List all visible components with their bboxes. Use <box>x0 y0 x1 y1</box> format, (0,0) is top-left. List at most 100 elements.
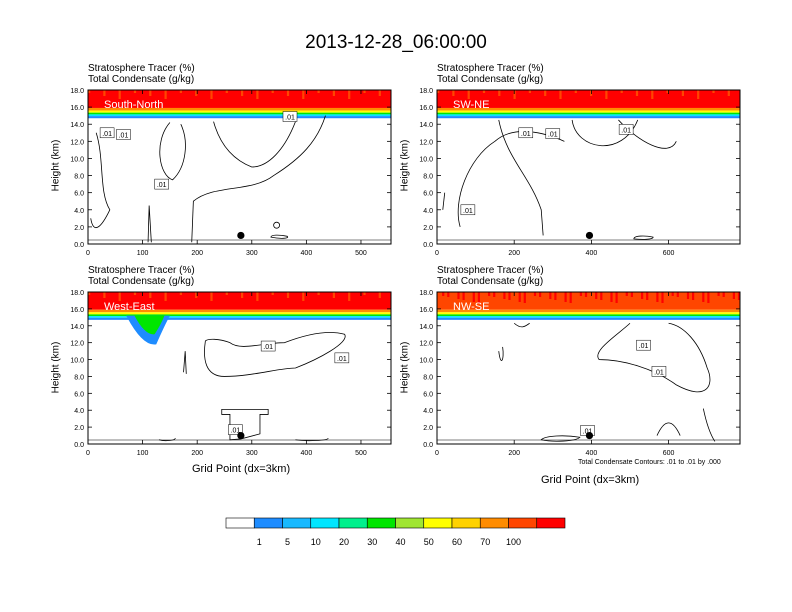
contour-line-2 <box>213 121 296 168</box>
ytick-label: 4.0 <box>423 408 433 415</box>
tracer-streak <box>164 292 167 301</box>
tracer-streak <box>184 292 188 296</box>
tracer-streak <box>544 90 547 96</box>
xtick-label: 200 <box>508 250 520 257</box>
tracer-streak <box>348 292 351 301</box>
ytick-label: 14.0 <box>419 122 433 129</box>
contour-label: .01 <box>548 132 558 139</box>
tracer-streak <box>437 90 440 93</box>
panel-2-title-condensate: Total Condensate (g/kg) <box>437 74 544 85</box>
tracer-streak <box>641 292 644 299</box>
tracer-streak <box>584 90 588 95</box>
xtick-label: 300 <box>246 450 258 457</box>
panel-3-title-condensate: Total Condensate (g/kg) <box>88 276 195 287</box>
colorbar-label: 5 <box>285 537 290 547</box>
tracer-streak <box>579 292 582 296</box>
location-marker <box>585 231 594 240</box>
tracer-streak <box>727 292 730 298</box>
colorbar-label: 70 <box>480 537 490 547</box>
ytick-label: 14.0 <box>419 324 433 331</box>
ytick-label: 12.0 <box>419 341 433 348</box>
tracer-streak <box>625 292 628 296</box>
tracer-streak <box>154 90 157 97</box>
tracer-streak <box>179 90 182 93</box>
panel-4-title-tracer: Stratosphere Tracer (%) <box>437 265 544 276</box>
tracer-streak <box>358 292 361 303</box>
ytick-label: 6.0 <box>423 391 433 398</box>
ytick-label: 4.0 <box>423 208 433 215</box>
tracer-streak <box>266 90 269 101</box>
panel-label: SW-NE <box>453 99 489 111</box>
xtick-label: 100 <box>137 450 149 457</box>
tracer-streak <box>210 90 213 99</box>
tracer-streak <box>93 292 96 296</box>
panel-label: NW-SE <box>453 301 489 313</box>
xtick-label: 100 <box>137 250 149 257</box>
contour-line-0 <box>597 322 711 393</box>
tracer-streak <box>317 90 320 93</box>
tracer-streak <box>368 292 371 296</box>
tracer-streak <box>281 90 284 95</box>
tracer-streak <box>383 292 386 299</box>
tracer-streak <box>564 90 567 100</box>
tracer-streak <box>312 90 315 101</box>
tracer-streak <box>271 90 274 93</box>
tracer-streak <box>256 292 259 301</box>
tracer-streak <box>737 292 741 300</box>
tracer-streak <box>286 292 290 298</box>
tracer-streak <box>139 90 142 94</box>
xtick-label: 500 <box>355 250 367 257</box>
tracer-streak <box>554 90 557 98</box>
contour-label: .01 <box>285 115 295 122</box>
tracer-streak <box>697 90 700 99</box>
colorbar-box-10 <box>508 517 538 529</box>
tracer-streak <box>246 90 249 97</box>
contour-line-0 <box>159 122 186 181</box>
tracer-streak <box>195 90 198 96</box>
tracer-streak <box>472 292 475 302</box>
tracer-streak <box>302 292 305 301</box>
xtick-label: 200 <box>191 250 203 257</box>
tracer-streak <box>518 292 521 302</box>
tracer-band-4 <box>437 316 740 318</box>
ytick-label: 10.0 <box>70 358 84 365</box>
tracer-streak <box>184 90 188 94</box>
contour-line-0 <box>204 332 346 377</box>
tracer-streak <box>307 90 310 100</box>
tracer-streak <box>292 90 295 97</box>
xtick-label: 0 <box>435 450 439 457</box>
panel-label: South-North <box>104 99 163 111</box>
tracer-streak <box>559 292 562 301</box>
tracer-streak <box>630 292 633 297</box>
xtick-label: 600 <box>663 450 675 457</box>
contour-label: .01 <box>337 356 347 363</box>
tracer-streak <box>513 292 516 301</box>
tracer-streak <box>732 292 735 299</box>
tracer-streak <box>169 90 172 100</box>
tracer-streak <box>732 90 735 97</box>
ytick-label: 4.0 <box>74 408 84 415</box>
tracer-streak <box>312 292 315 303</box>
contour-line-4 <box>540 435 581 442</box>
tracer-streak <box>615 292 618 303</box>
tracer-streak <box>297 90 300 98</box>
colorbar-box-1 <box>253 517 283 529</box>
tracer-streak <box>610 90 613 100</box>
tracer-streak <box>539 292 542 297</box>
contour-line-3 <box>498 346 504 361</box>
tracer-streak <box>164 90 167 99</box>
tracer-streak <box>620 90 623 93</box>
panel-2: .01 .01 .01 .01 SW-NE 0.0 2.0 4.0 6.0 8.0 10.0 12.0… <box>419 88 741 257</box>
tracer-streak <box>539 90 542 95</box>
xtick-label: 400 <box>301 450 313 457</box>
xtick-label: 200 <box>508 450 520 457</box>
contour-label-box <box>116 129 131 140</box>
contour-label-box <box>99 127 115 139</box>
panel-1: .01 .01 .01 .01 South-North 0.0 2.0 4.0 6.0 8.0 10… <box>70 88 392 257</box>
tracer-streak <box>442 292 445 296</box>
tracer-streak <box>635 292 639 298</box>
tracer-streak <box>477 90 480 101</box>
tracer-streak <box>482 292 486 295</box>
tracer-streak <box>159 90 162 98</box>
tracer-streak <box>205 90 208 98</box>
